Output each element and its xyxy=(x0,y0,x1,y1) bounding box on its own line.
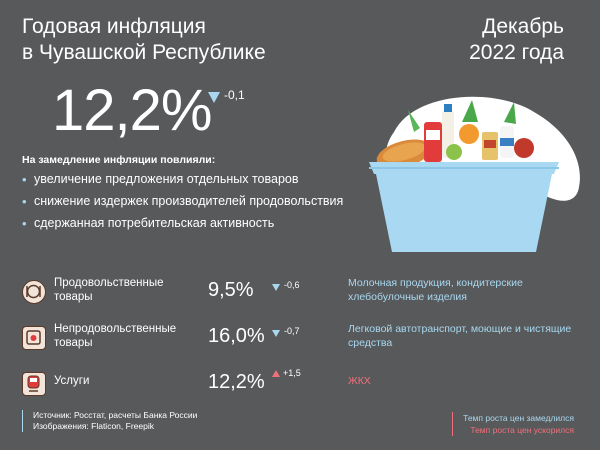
category-delta-value: -0,7 xyxy=(284,326,300,336)
source-line-2: Изображения: Flaticon, Freepik xyxy=(33,421,154,431)
date-line-1: Декабрь xyxy=(482,15,564,38)
category-note: ЖКХ xyxy=(348,375,371,387)
category-label-line-1: Услуги xyxy=(54,375,90,387)
down-arrow-icon xyxy=(272,284,280,291)
headline-delta: -0,1 xyxy=(208,88,245,103)
page-title: Годовая инфляция в Чувашской Республике xyxy=(22,14,266,66)
category-label-line-1: Продовольственные xyxy=(54,277,164,289)
legend-accelerated: Темп роста цен ускорился xyxy=(470,425,574,435)
category-label-line-1: Непродовольственные xyxy=(54,323,177,335)
title-line-2: в Чувашской Республике xyxy=(22,41,266,64)
report-date: Декабрь 2022 года xyxy=(469,14,564,66)
category-label: Непродовольственные товары xyxy=(54,322,176,350)
category-delta: -0,7 xyxy=(272,326,300,337)
category-delta: +1,5 xyxy=(272,368,301,378)
household-goods-icon xyxy=(22,326,46,350)
color-legend: Темп роста цен замедлился Темп роста цен… xyxy=(452,412,574,436)
factor-item: увеличение предложения отдельных товаров xyxy=(22,172,362,187)
down-arrow-icon xyxy=(272,330,280,337)
category-label-line-2: товары xyxy=(54,291,93,303)
category-value: 12,2% xyxy=(208,371,265,393)
category-note: Молочная продукция, кондитерские хлебобу… xyxy=(348,277,523,303)
category-note: Легковой автотранспорт, моющие и чистящи… xyxy=(348,323,572,349)
factor-item: снижение издержек производителей продово… xyxy=(22,194,362,209)
category-delta: -0,6 xyxy=(272,280,300,291)
factor-item: сдержанная потребительская активность xyxy=(22,216,362,231)
category-value: 9,5% xyxy=(208,279,254,301)
legend-slowed: Темп роста цен замедлился xyxy=(463,413,574,423)
train-icon xyxy=(22,372,46,396)
category-label: Продовольственные товары xyxy=(54,276,164,304)
factors-heading: На замедление инфляции повлияли: xyxy=(22,154,216,166)
grocery-basket-icon xyxy=(369,96,580,252)
date-line-2: 2022 года xyxy=(469,41,564,64)
up-arrow-icon xyxy=(272,370,280,377)
source-line-1: Источник: Росстат, расчеты Банка России xyxy=(33,410,198,420)
headline-delta-value: -0,1 xyxy=(224,88,245,102)
title-line-1: Годовая инфляция xyxy=(22,15,206,38)
factors-list: увеличение предложения отдельных товаров… xyxy=(22,172,362,238)
category-row-food: Продовольственные товары 9,5% -0,6 Молоч… xyxy=(22,276,582,320)
source-note: Источник: Росстат, расчеты Банка России … xyxy=(22,410,197,432)
category-delta-value: -0,6 xyxy=(284,280,300,290)
headline-inflation-value: 12,2% xyxy=(52,78,212,143)
category-row-nonfood: Непродовольственные товары 16,0% -0,7 Ле… xyxy=(22,322,582,366)
category-label-line-2: товары xyxy=(54,337,93,349)
food-plate-icon xyxy=(22,280,46,304)
category-delta-value: +1,5 xyxy=(283,368,301,378)
down-arrow-icon xyxy=(208,92,220,103)
category-value: 16,0% xyxy=(208,325,265,347)
category-row-services: Услуги 12,2% +1,5 ЖКХ xyxy=(22,368,582,412)
category-label: Услуги xyxy=(54,374,89,388)
grocery-basket-illustration xyxy=(354,92,594,262)
